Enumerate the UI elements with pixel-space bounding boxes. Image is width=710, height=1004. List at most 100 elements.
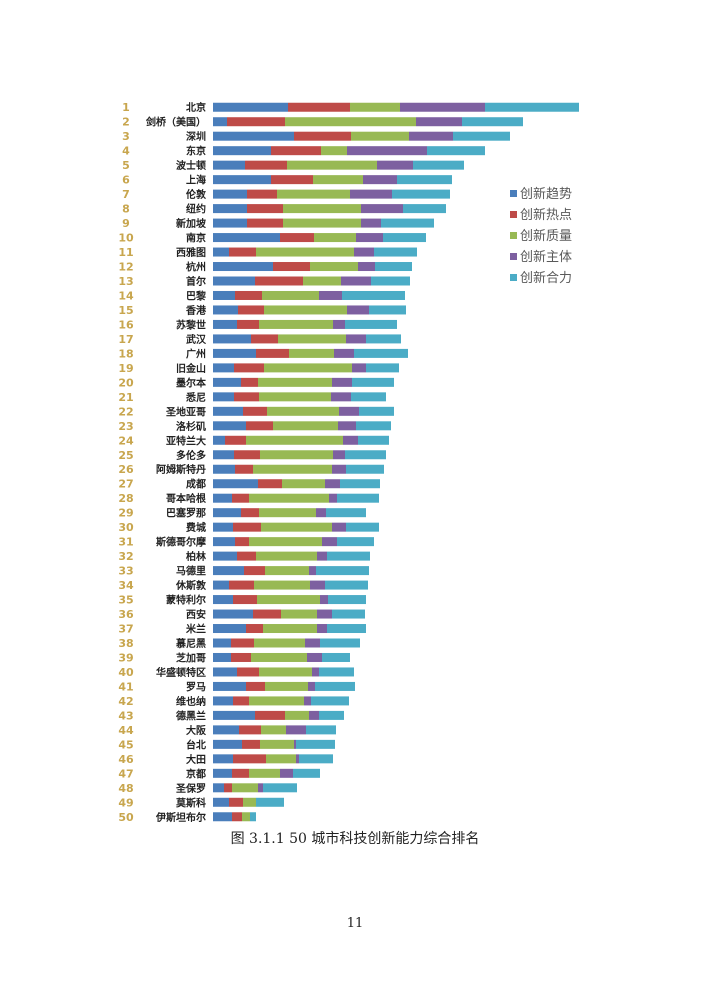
bar-segment (213, 175, 271, 185)
rank-label: 40 (118, 666, 134, 679)
city-label: 费城 (186, 521, 206, 534)
bar-segment (326, 508, 366, 518)
city-label: 德黑兰 (175, 709, 206, 722)
bar-segment (332, 522, 346, 532)
bar-segment (263, 624, 317, 634)
bar-segment (346, 334, 366, 344)
bar-segment (235, 464, 253, 474)
bar-segment (356, 421, 391, 431)
bar-segment (256, 247, 354, 257)
rank-label: 30 (118, 521, 134, 534)
bar-segment (231, 652, 251, 662)
bar-segment (241, 508, 259, 518)
bar-segment (213, 696, 233, 706)
bar-segment (397, 175, 452, 185)
bar-segment (253, 609, 281, 619)
bar-segment (247, 189, 277, 199)
bar-segment (213, 247, 229, 257)
rank-label: 26 (118, 463, 134, 476)
bar-segment (224, 783, 232, 793)
bar-segment (237, 551, 256, 561)
bar-segment (337, 537, 374, 547)
city-label: 斯德哥尔摩 (156, 536, 207, 549)
bar-segment (235, 290, 262, 300)
rank-label: 1 (122, 101, 130, 114)
bar-segment (347, 146, 427, 156)
bar-segment (305, 638, 320, 648)
city-label: 京都 (186, 767, 206, 780)
bar-segment (213, 233, 280, 243)
bar-segment (361, 204, 403, 214)
city-label: 马德里 (176, 565, 206, 578)
rank-label: 3 (122, 130, 130, 143)
rank-label: 27 (118, 478, 133, 491)
bar-segment (273, 421, 338, 431)
bar-segment (234, 363, 264, 373)
bar-segment (213, 493, 232, 503)
bar-segment (327, 624, 366, 634)
bar-segment (316, 566, 369, 576)
bar-segment (213, 522, 233, 532)
bar-segment (366, 334, 401, 344)
bar-segment (213, 392, 234, 402)
bar-segment (377, 160, 413, 170)
bar-segment (271, 175, 313, 185)
legend-swatch (510, 190, 517, 197)
bar-segment (213, 204, 247, 214)
city-label: 维也纳 (176, 695, 206, 708)
bar-segment (345, 319, 397, 329)
bar-segment (358, 262, 375, 272)
bar-segment (265, 566, 309, 576)
bar-segment (312, 667, 319, 677)
bar-segment (341, 276, 371, 286)
bar-segment (260, 450, 333, 460)
rank-label: 4 (122, 145, 130, 158)
bar-segment (352, 377, 394, 387)
bar-segment (213, 783, 224, 793)
bar-segment (331, 392, 351, 402)
bar-segment (227, 117, 285, 127)
bar-segment (266, 754, 296, 764)
bar-segment (332, 464, 346, 474)
bar-segment (249, 768, 280, 778)
bar-segment (244, 566, 265, 576)
bar-segment (383, 233, 426, 243)
bar-segment (307, 652, 322, 662)
rank-label: 42 (118, 695, 133, 708)
bar-segment (237, 319, 259, 329)
bar-segment (314, 233, 356, 243)
bar-segment (371, 276, 410, 286)
bar-segment (246, 421, 273, 431)
rank-label: 21 (118, 391, 133, 404)
bar-segment (271, 146, 321, 156)
rank-label: 47 (118, 767, 133, 780)
bar-segment (366, 363, 399, 373)
bar-segment (328, 595, 366, 605)
city-label: 南京 (186, 232, 206, 245)
bar-segment (286, 725, 306, 735)
rank-label: 44 (118, 724, 134, 737)
bar-segment (259, 319, 333, 329)
bar-segment (325, 580, 368, 590)
bar-segment (283, 218, 361, 228)
legend-label: 创新质量 (520, 228, 572, 244)
city-label: 圣保罗 (176, 782, 206, 795)
bar-segment (246, 681, 265, 691)
bar-segment (325, 479, 340, 489)
bar-segment (329, 493, 337, 503)
city-label: 圣地亚哥 (166, 405, 206, 418)
city-label: 悉尼 (185, 391, 206, 404)
bar-segment (287, 160, 377, 170)
legend-label: 创新趋势 (520, 186, 572, 202)
bar-segment (213, 262, 273, 272)
bar-segment (213, 450, 234, 460)
bar-segment (256, 797, 284, 807)
bar-segment (259, 392, 331, 402)
rank-label: 11 (118, 246, 133, 259)
bar-segment (320, 595, 328, 605)
page-number: 11 (346, 916, 364, 931)
bar-segment (213, 334, 251, 344)
bar-segment (213, 652, 231, 662)
bar-segment (238, 305, 264, 315)
bar-segment (241, 377, 258, 387)
